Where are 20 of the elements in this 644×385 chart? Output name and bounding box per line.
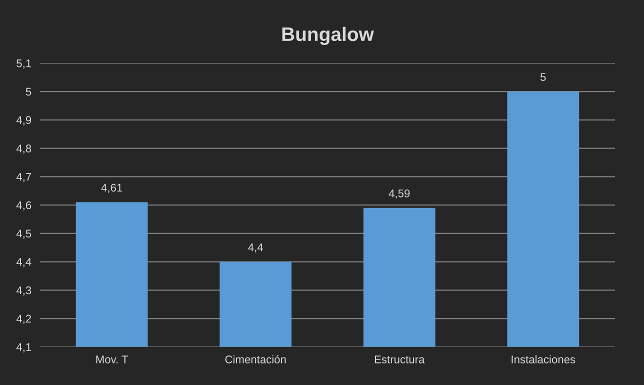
data-label: 4,4: [248, 243, 263, 253]
y-tick-label: 4,1: [16, 343, 32, 352]
y-tick-label: 4,8: [16, 144, 32, 154]
data-label: 5: [540, 73, 546, 81]
x-tick-label: Mov. T: [96, 356, 128, 364]
y-tick-label: 4,3: [16, 286, 32, 296]
data-label: 4,59: [388, 189, 410, 199]
x-tick-label: Instalaciones: [512, 355, 576, 364]
y-tick-label: 4,4: [16, 258, 32, 268]
y-tick-label: 5,1: [16, 60, 32, 69]
y-tick-label: 4,9: [16, 116, 32, 126]
y-tick-label: 4,6: [16, 201, 32, 210]
y-tick-label: 4,7: [16, 173, 32, 182]
chart-title: Bungalow: [282, 26, 374, 46]
x-tick-label: Cimentación: [225, 355, 286, 364]
x-tick-label: Estructura: [374, 356, 425, 364]
data-label: 4,61: [101, 184, 122, 193]
y-tick-label: 4,2: [16, 314, 32, 324]
y-tick-label: 5: [26, 88, 32, 96]
y-tick-label: 4,5: [16, 230, 32, 239]
